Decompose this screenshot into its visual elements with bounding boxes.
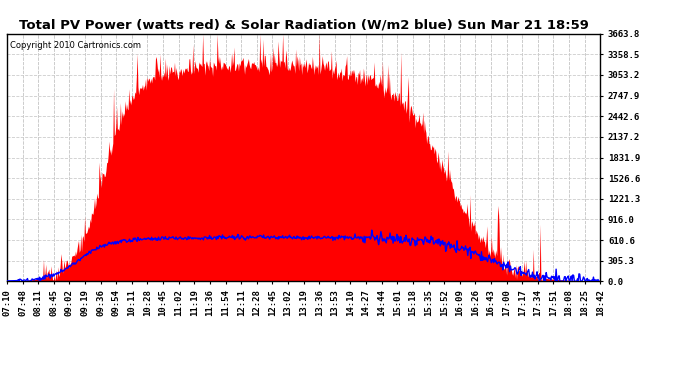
Text: Copyright 2010 Cartronics.com: Copyright 2010 Cartronics.com — [10, 41, 141, 50]
Title: Total PV Power (watts red) & Solar Radiation (W/m2 blue) Sun Mar 21 18:59: Total PV Power (watts red) & Solar Radia… — [19, 18, 589, 31]
